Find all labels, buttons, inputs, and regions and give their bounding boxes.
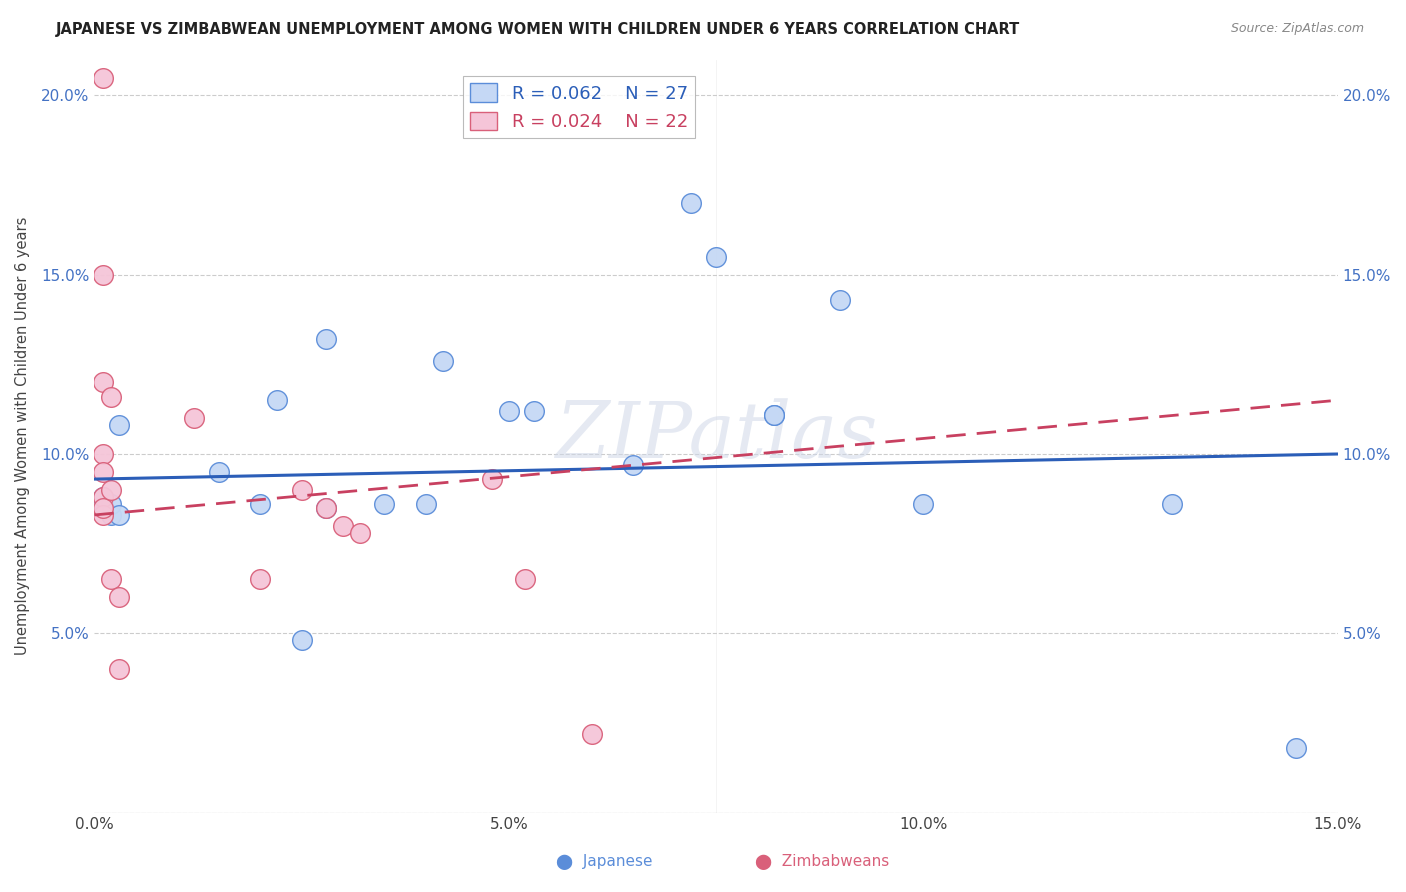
Point xyxy=(108,508,131,522)
Point xyxy=(332,518,354,533)
Point xyxy=(100,573,122,587)
Point xyxy=(315,332,337,346)
Point xyxy=(91,508,114,522)
Point xyxy=(373,497,395,511)
Point xyxy=(91,70,114,85)
Point xyxy=(681,196,703,211)
Point xyxy=(1285,741,1308,756)
Point xyxy=(100,483,122,497)
Point xyxy=(621,458,644,472)
Point xyxy=(912,497,935,511)
Point xyxy=(91,497,114,511)
Legend: R = 0.062    N = 27, R = 0.024    N = 22: R = 0.062 N = 27, R = 0.024 N = 22 xyxy=(463,76,696,138)
Point xyxy=(315,500,337,515)
Point xyxy=(830,293,852,307)
Point xyxy=(704,250,727,264)
Text: ⬤  Japanese: ⬤ Japanese xyxy=(557,854,652,870)
Point xyxy=(266,393,288,408)
Point xyxy=(349,525,371,540)
Point xyxy=(290,483,312,497)
Point xyxy=(91,500,114,515)
Point xyxy=(315,500,337,515)
Point xyxy=(100,390,122,404)
Point xyxy=(498,404,520,418)
Y-axis label: Unemployment Among Women with Children Under 6 years: Unemployment Among Women with Children U… xyxy=(15,217,30,656)
Point xyxy=(91,490,114,504)
Point xyxy=(100,508,122,522)
Point xyxy=(91,376,114,390)
Point xyxy=(100,497,122,511)
Point xyxy=(249,497,271,511)
Point xyxy=(91,447,114,461)
Text: ZIPatlas: ZIPatlas xyxy=(555,398,877,475)
Point xyxy=(91,500,114,515)
Point xyxy=(91,465,114,479)
Point xyxy=(515,573,537,587)
Point xyxy=(108,418,131,433)
Point xyxy=(91,490,114,504)
Point xyxy=(415,497,437,511)
Point xyxy=(290,633,312,648)
Point xyxy=(108,591,131,605)
Text: ⬤  Zimbabweans: ⬤ Zimbabweans xyxy=(755,854,890,870)
Point xyxy=(581,726,603,740)
Point xyxy=(249,573,271,587)
Point xyxy=(763,408,786,422)
Point xyxy=(91,268,114,282)
Point xyxy=(108,662,131,676)
Point xyxy=(432,353,454,368)
Point xyxy=(208,465,231,479)
Point xyxy=(763,408,786,422)
Point xyxy=(183,411,205,425)
Point xyxy=(523,404,546,418)
Point xyxy=(1161,497,1184,511)
Text: Source: ZipAtlas.com: Source: ZipAtlas.com xyxy=(1230,22,1364,36)
Text: JAPANESE VS ZIMBABWEAN UNEMPLOYMENT AMONG WOMEN WITH CHILDREN UNDER 6 YEARS CORR: JAPANESE VS ZIMBABWEAN UNEMPLOYMENT AMON… xyxy=(56,22,1021,37)
Point xyxy=(481,472,503,486)
